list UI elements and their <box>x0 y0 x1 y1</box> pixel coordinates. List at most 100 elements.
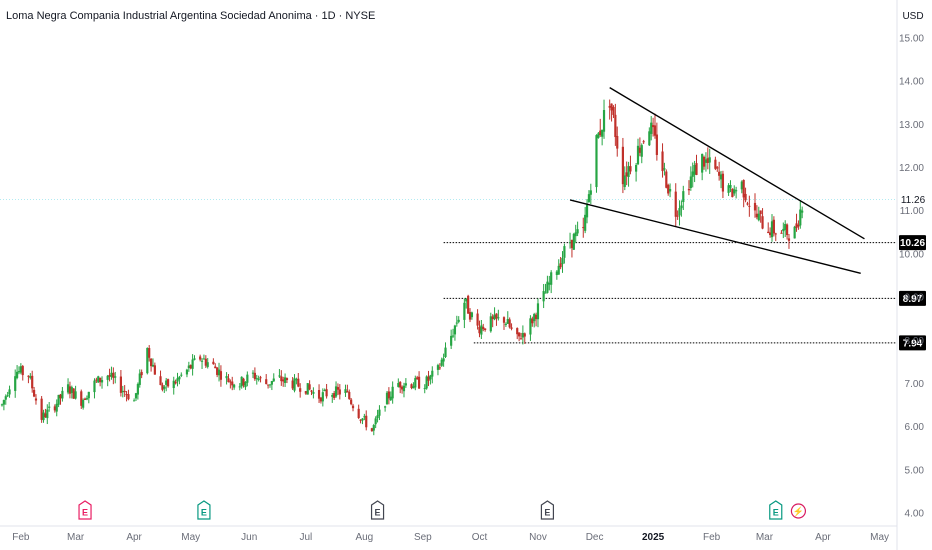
candle-body <box>638 147 641 153</box>
level-badge[interactable] <box>899 235 926 251</box>
candle-body <box>602 110 606 132</box>
candle-body <box>629 166 632 172</box>
x-tick-label: May <box>181 532 200 543</box>
candle-body <box>185 369 189 375</box>
events-layer[interactable]: E E E E E ⚡ <box>78 500 807 520</box>
candle-body <box>40 398 43 420</box>
y-tick-label: 14.00 <box>899 77 924 88</box>
candle-body <box>53 406 56 411</box>
candle-body <box>689 176 692 189</box>
candle-body <box>589 190 592 195</box>
candle-body <box>627 166 630 178</box>
candle-body <box>227 378 230 383</box>
last-price-badge[interactable] <box>898 191 928 208</box>
earnings-marker[interactable] <box>78 500 92 520</box>
candle-body <box>74 391 77 399</box>
candle-body <box>119 376 122 393</box>
candle-body <box>397 383 400 387</box>
candle-body <box>616 135 619 149</box>
candle-body <box>504 323 507 325</box>
candle-body <box>319 397 323 402</box>
candle-body <box>95 379 98 381</box>
candle-body <box>8 389 11 395</box>
candle-body <box>216 367 219 375</box>
candle-body <box>233 384 236 388</box>
candle-body <box>127 394 130 400</box>
candle-body <box>623 175 626 187</box>
candle-body <box>427 376 430 381</box>
candle-body <box>542 291 545 302</box>
candle-body <box>772 219 775 234</box>
chart-title: Loma Negra Compania Industrial Argentina… <box>6 10 375 22</box>
candle-body <box>46 409 49 419</box>
candle-body <box>653 125 657 136</box>
candle-body <box>317 390 321 399</box>
candle-body <box>146 347 149 374</box>
candle-body <box>100 380 104 383</box>
candle-body <box>482 326 485 330</box>
trendline-lower[interactable] <box>569 199 861 275</box>
horizontal-levels-layer[interactable]: 11.26 10.26 8.97 7.94 <box>0 191 928 351</box>
candle-body <box>655 134 658 155</box>
candle-body <box>217 369 221 376</box>
earnings-marker[interactable] <box>540 500 555 520</box>
candle-body <box>308 384 311 390</box>
candle-body <box>370 428 373 432</box>
candle-body <box>351 405 355 409</box>
earnings-marker[interactable] <box>769 500 783 520</box>
candle-body <box>42 412 45 421</box>
candle-body <box>585 204 589 218</box>
dividend-marker[interactable] <box>790 503 807 519</box>
candle-body <box>297 378 300 387</box>
candle-body <box>293 378 296 391</box>
y-tick-label: 10.00 <box>899 249 924 260</box>
candle-body <box>48 406 51 408</box>
level-badge[interactable] <box>899 335 926 351</box>
candle-body <box>431 370 434 377</box>
candle-body <box>61 390 64 399</box>
candle-body <box>359 419 362 421</box>
candle-body <box>682 191 685 203</box>
candle-body <box>587 194 591 202</box>
trendline-upper[interactable] <box>609 87 865 240</box>
trendlines-layer[interactable] <box>569 87 865 275</box>
candle-body <box>417 376 421 389</box>
level-badge[interactable] <box>899 290 926 306</box>
candle-body <box>338 389 341 395</box>
candle-body <box>57 394 60 405</box>
candle-body <box>797 224 800 227</box>
candle-body <box>270 381 273 385</box>
x-tick-label: Sep <box>414 532 432 543</box>
candle-body <box>334 386 338 397</box>
candle-body <box>706 158 709 163</box>
candle-body <box>283 377 287 383</box>
candle-body <box>344 389 347 394</box>
candle-body <box>457 319 460 322</box>
candle-body <box>438 367 441 369</box>
candle-body <box>744 193 747 201</box>
currency-label[interactable]: USD <box>902 11 923 22</box>
candle-body <box>610 103 613 111</box>
candle-body <box>391 386 394 399</box>
candle-body <box>280 376 283 382</box>
candle-body <box>718 171 721 176</box>
candle-body <box>770 221 774 238</box>
candle-body <box>614 114 617 138</box>
candle-body <box>295 379 298 381</box>
candle-body <box>780 232 783 234</box>
candle-body <box>731 188 734 198</box>
candle-body <box>497 317 500 319</box>
candle-body <box>80 391 83 406</box>
earnings-marker[interactable] <box>197 500 211 520</box>
candle-body <box>680 205 683 209</box>
candle-body <box>719 174 723 180</box>
earnings-marker-label: E <box>544 508 550 518</box>
candle-body <box>529 318 532 335</box>
earnings-marker[interactable] <box>370 500 385 520</box>
candle-body <box>561 258 564 265</box>
level-label: 8.97 <box>903 294 923 305</box>
candle-body <box>568 242 572 244</box>
